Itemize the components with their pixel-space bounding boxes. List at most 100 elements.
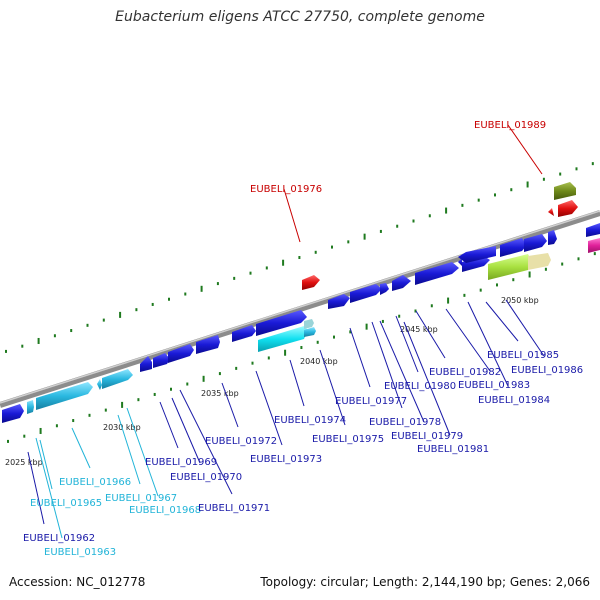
- gene-label-eubeli_01981: EUBELI_01981: [417, 444, 489, 455]
- tick-mark: [200, 285, 203, 292]
- gene-label-eubeli_01971: EUBELI_01971: [198, 503, 270, 514]
- tick-mark: [463, 293, 466, 297]
- gene-arrow: [458, 246, 496, 263]
- gene-arrow: [258, 326, 308, 352]
- tick-mark: [379, 229, 382, 233]
- leader-line: [485, 301, 519, 342]
- tick-mark: [300, 346, 303, 350]
- gene-label-eubeli_01966: EUBELI_01966: [59, 477, 131, 488]
- gene-label-eubeli_01983: EUBELI_01983: [458, 380, 530, 391]
- tick-mark: [251, 361, 254, 365]
- gene-arrow: [458, 258, 462, 266]
- tick-mark: [333, 335, 335, 339]
- tick-mark: [267, 356, 270, 360]
- tick-mark: [23, 434, 26, 438]
- tick-mark: [479, 288, 482, 292]
- tick-mark: [398, 314, 401, 318]
- gene-arrow: [304, 327, 316, 337]
- leader-line: [255, 370, 283, 446]
- tick-mark: [365, 323, 368, 330]
- gene-arrow: [462, 256, 490, 272]
- leader-line: [126, 407, 159, 497]
- leader-line: [415, 310, 446, 359]
- tick-mark: [494, 193, 496, 197]
- tick-mark: [593, 252, 596, 256]
- tick-mark: [184, 292, 187, 296]
- tick-mark: [282, 259, 285, 266]
- tick-mark: [316, 340, 319, 344]
- gene-label-layer: EUBELI_01962EUBELI_01963EUBELI_01965EUBE…: [23, 120, 583, 558]
- tick-mark: [447, 297, 450, 304]
- lower-tick-track: [7, 252, 596, 443]
- gene-label-eubeli_01962: EUBELI_01962: [23, 533, 95, 544]
- gene-arrow: [528, 253, 551, 270]
- leader-line: [221, 382, 239, 428]
- gene-arrow: [392, 275, 411, 291]
- gene-arrow: [2, 404, 24, 423]
- tick-mark: [39, 427, 42, 434]
- gene-arrow: [302, 275, 320, 290]
- gene-label-eubeli_01965: EUBELI_01965: [30, 498, 102, 509]
- tick-mark: [477, 198, 480, 202]
- gene-arrow: [102, 369, 133, 389]
- leader-line: [27, 451, 45, 525]
- tick-mark: [202, 375, 205, 382]
- tick-mark: [314, 250, 317, 254]
- leader-line: [395, 315, 419, 373]
- tick-mark: [119, 311, 122, 318]
- gene-label-eubeli_01976: EUBELI_01976: [250, 184, 322, 195]
- tick-mark: [55, 424, 58, 428]
- tick-mark: [349, 330, 352, 334]
- gene-arrow: [524, 234, 547, 252]
- tick-mark: [347, 240, 350, 244]
- tick-mark: [153, 392, 156, 396]
- tick-label-2040: 2040 kbp: [300, 357, 338, 366]
- tick-mark: [575, 167, 578, 171]
- tick-mark: [331, 245, 333, 249]
- gene-label-eubeli_01977: EUBELI_01977: [335, 396, 407, 407]
- leader-line: [505, 299, 545, 357]
- gene-label-eubeli_01970: EUBELI_01970: [170, 472, 242, 483]
- gene-arrow: [256, 310, 307, 336]
- tick-mark: [577, 257, 580, 261]
- gene-label-eubeli_01980: EUBELI_01980: [384, 381, 456, 392]
- leader-line: [117, 414, 141, 485]
- gene-arrow: [304, 319, 314, 329]
- tick-mark: [72, 419, 75, 423]
- gene-label-eubeli_01967: EUBELI_01967: [105, 493, 177, 504]
- tick-mark: [86, 323, 89, 327]
- leader-line: [159, 401, 179, 449]
- tick-mark: [284, 349, 287, 356]
- tick-mark: [233, 276, 236, 280]
- gene-arrow: [380, 283, 389, 295]
- gene-label-eubeli_01975: EUBELI_01975: [312, 434, 384, 445]
- gene-arrow: [415, 262, 459, 285]
- leader-line: [319, 349, 346, 426]
- tick-mark: [414, 309, 417, 313]
- tick-label-2045: 2045 kbp: [400, 325, 438, 334]
- tick-mark: [249, 271, 252, 275]
- gene-label-eubeli_01963: EUBELI_01963: [44, 547, 116, 558]
- gene-arrow: [153, 353, 170, 368]
- gene-label-eubeli_01985: EUBELI_01985: [487, 350, 559, 361]
- leader-line: [349, 327, 371, 388]
- gene-arrow: [27, 400, 34, 414]
- gene-label-eubeli_01974: EUBELI_01974: [274, 415, 346, 426]
- leader-line: [371, 321, 403, 409]
- map-title: Eubacterium eligens ATCC 27750, complete…: [115, 9, 485, 25]
- tick-mark: [363, 233, 366, 240]
- tick-mark: [461, 203, 464, 207]
- tick-mark: [235, 366, 238, 370]
- tick-mark: [445, 207, 448, 214]
- gene-arrow: [350, 284, 382, 303]
- gene-arrow: [488, 254, 532, 280]
- leader-line: [403, 321, 451, 436]
- tick-label-2025: 2025 kbp: [5, 458, 43, 467]
- leader-line: [179, 389, 233, 495]
- gene-arrow: [140, 356, 152, 372]
- tick-mark: [381, 319, 384, 323]
- tick-mark: [37, 337, 40, 344]
- tick-mark: [561, 262, 564, 266]
- gene-label-eubeli_01984: EUBELI_01984: [478, 395, 550, 406]
- leader-line: [71, 427, 91, 469]
